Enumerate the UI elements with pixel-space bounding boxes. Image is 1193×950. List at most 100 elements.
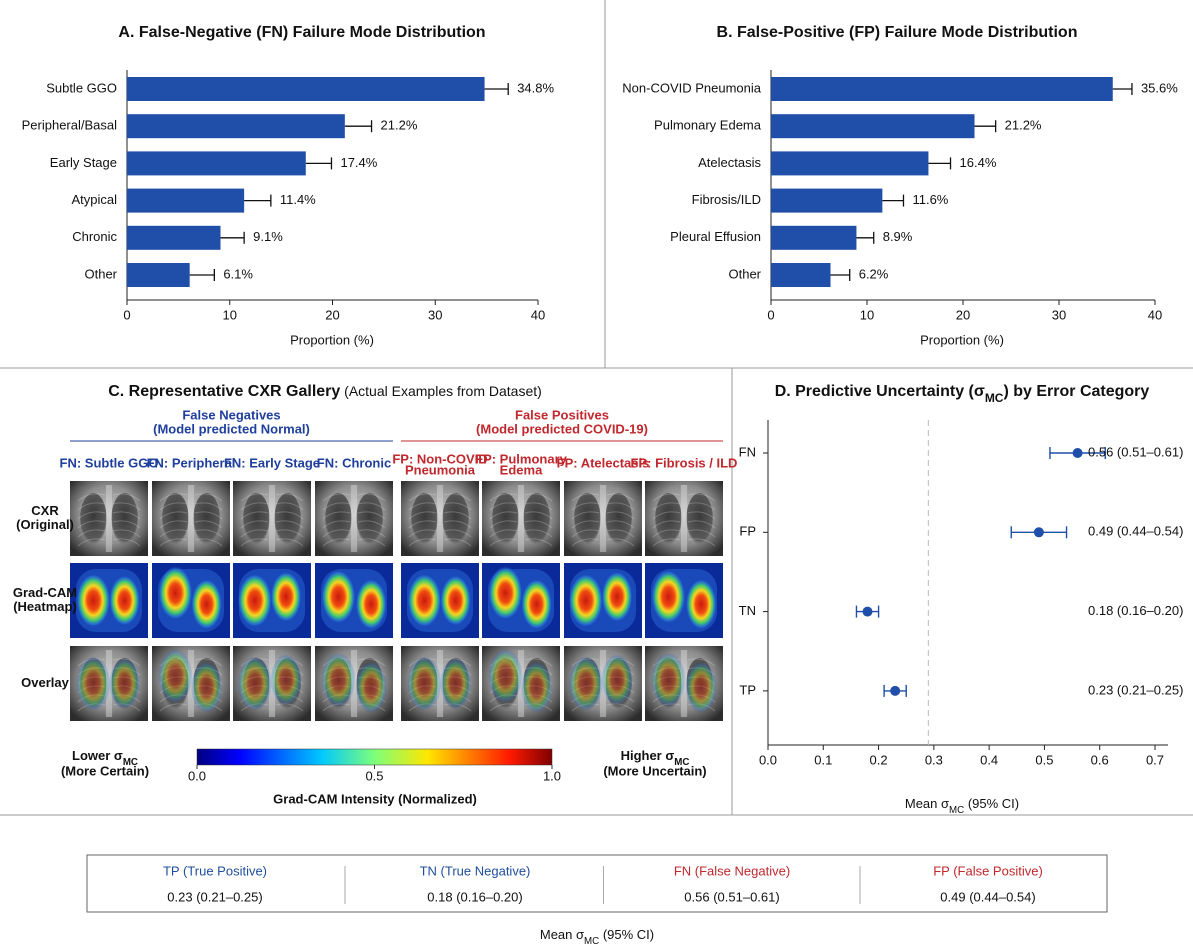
y-tick-label: Other (728, 266, 761, 281)
heat-blob (238, 657, 272, 711)
y-tick-label: Other (84, 266, 117, 281)
group-title: False Positives (515, 407, 609, 422)
overlay-image (315, 646, 393, 721)
heat-blob (158, 566, 192, 620)
value-label: 9.1% (253, 229, 283, 244)
y-tick-label: Subtle GGO (46, 80, 117, 95)
y-tick-label: Atelectasis (698, 155, 761, 170)
summary-label: FP (False Positive) (933, 863, 1043, 878)
overlay-image (152, 646, 230, 721)
lung (411, 493, 438, 544)
error-bar (345, 120, 372, 132)
heatmap-image (482, 563, 560, 638)
overlay-image (482, 646, 560, 721)
summary-value: 0.18 (0.16–0.20) (427, 889, 522, 904)
lung (492, 493, 519, 544)
x-tick-label: 0.2 (870, 752, 888, 767)
summary-value: 0.23 (0.21–0.25) (167, 889, 262, 904)
x-tick-label: 20 (325, 307, 339, 322)
heat-blob (440, 658, 471, 709)
spine (518, 485, 524, 552)
column-header: FN: Early Stage (224, 455, 320, 470)
x-axis-label-part: (95% CI) (964, 796, 1019, 811)
point (1034, 527, 1044, 537)
value-label: 0.49 (0.44–0.54) (1088, 524, 1183, 539)
x-axis-label: Proportion (%) (920, 332, 1004, 347)
heatmap-image (645, 563, 723, 638)
row-label: (Original) (16, 517, 74, 532)
heat-blob (601, 654, 632, 705)
heatmap-image (564, 563, 642, 638)
point (863, 607, 873, 617)
value-label: 35.6% (1141, 80, 1178, 95)
value-label: 8.9% (883, 229, 913, 244)
cxr-image (645, 481, 723, 556)
error-bar (190, 269, 215, 281)
colorbar (197, 749, 552, 765)
overlay-image (233, 646, 311, 721)
heat-blob (191, 662, 222, 713)
bar (771, 151, 928, 175)
bar (771, 263, 831, 287)
error-bar (831, 269, 850, 281)
column-header: Edema (500, 462, 543, 477)
colorbar-tick-label: 0.5 (365, 768, 383, 783)
y-tick-label: FP (739, 524, 756, 539)
heat-blob (686, 662, 717, 713)
error-bar (882, 195, 903, 207)
heat-blob (356, 579, 387, 630)
note-part: Lower σ (72, 748, 123, 763)
overlay-image (564, 646, 642, 721)
y-tick-label: Non-COVID Pneumonia (622, 80, 761, 95)
heat-blob (270, 571, 301, 622)
bar (127, 151, 306, 175)
bar (127, 263, 190, 287)
note-part: Higher σ (621, 748, 675, 763)
column-header: FN: Peripheral (147, 455, 236, 470)
point (1073, 448, 1083, 458)
heat-blob (651, 570, 685, 624)
row-label: CXR (31, 503, 59, 518)
y-tick-label: FN (739, 444, 756, 459)
heat-blob (569, 574, 603, 628)
spine (106, 485, 112, 552)
lung (80, 493, 107, 544)
heat-blob (407, 657, 441, 711)
colorbar-tick-label: 1.0 (543, 768, 561, 783)
lung (193, 493, 220, 544)
lung (111, 493, 138, 544)
lung (325, 493, 352, 544)
spine (351, 485, 357, 552)
value-label: 6.2% (859, 266, 889, 281)
chart-title-part: ) by Error Category (1003, 383, 1149, 400)
heat-blob (651, 653, 685, 707)
error-bar (244, 195, 271, 207)
row-label: Overlay (21, 675, 69, 690)
cxr-image (152, 481, 230, 556)
column-header: FN: Chronic (317, 455, 391, 470)
x-tick-label: 0 (123, 307, 130, 322)
spine (681, 485, 687, 552)
heat-blob (76, 574, 110, 628)
x-tick-label: 20 (956, 307, 970, 322)
lung (523, 493, 550, 544)
heat-blob (109, 658, 140, 709)
heat-blob (601, 571, 632, 622)
value-label: 11.6% (912, 192, 948, 207)
value-label: 17.4% (340, 155, 377, 170)
heat-blob (356, 662, 387, 713)
group-title: False Negatives (182, 407, 280, 422)
overlay-image (645, 646, 723, 721)
bar (127, 226, 221, 250)
spine (600, 485, 606, 552)
error-bar (221, 232, 245, 244)
row-label: (Heatmap) (13, 599, 77, 614)
bar (127, 189, 244, 213)
value-label: 11.4% (280, 192, 316, 207)
error-bar (928, 157, 950, 169)
bar (127, 114, 345, 138)
summary-caption-part: MC (584, 936, 599, 947)
bar (771, 77, 1113, 101)
x-tick-label: 30 (428, 307, 442, 322)
gallery-title: C. Representative CXR Gallery (Actual Ex… (108, 383, 542, 401)
